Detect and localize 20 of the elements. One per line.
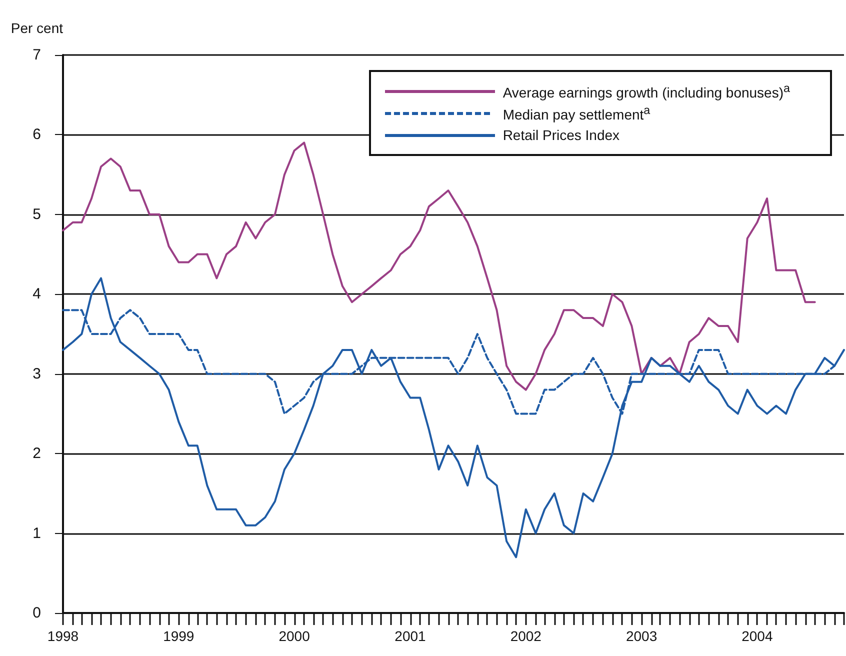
- y-tick-label: 7: [32, 46, 41, 64]
- y-axis-title: Per cent: [10, 20, 64, 36]
- x-tick-label: 2003: [626, 628, 658, 644]
- y-tick-label: 4: [32, 286, 41, 303]
- x-tick-label: 2001: [394, 628, 426, 644]
- legend-label: Retail Prices Index: [502, 127, 620, 143]
- x-tick-label: 2002: [510, 628, 542, 644]
- y-tick-label: 2: [32, 445, 41, 462]
- y-tick-label: 6: [32, 126, 41, 144]
- y-tick-label: 3: [32, 365, 41, 382]
- y-tick-label: 1: [32, 524, 41, 542]
- x-tick-label: 2004: [742, 628, 773, 644]
- x-tick-label: 1998: [47, 628, 79, 644]
- legend-label: Average earnings growth (including bonuses)$^{a}$: [502, 82, 790, 100]
- x-tick-label: 2000: [278, 628, 310, 644]
- y-tick-label: 5: [32, 206, 41, 223]
- legend-label: Median pay settlement$^{a}$: [502, 104, 650, 122]
- x-tick-label: 1999: [163, 628, 194, 644]
- line-series: [62, 142, 816, 391]
- y-tick-label: 0: [32, 604, 41, 622]
